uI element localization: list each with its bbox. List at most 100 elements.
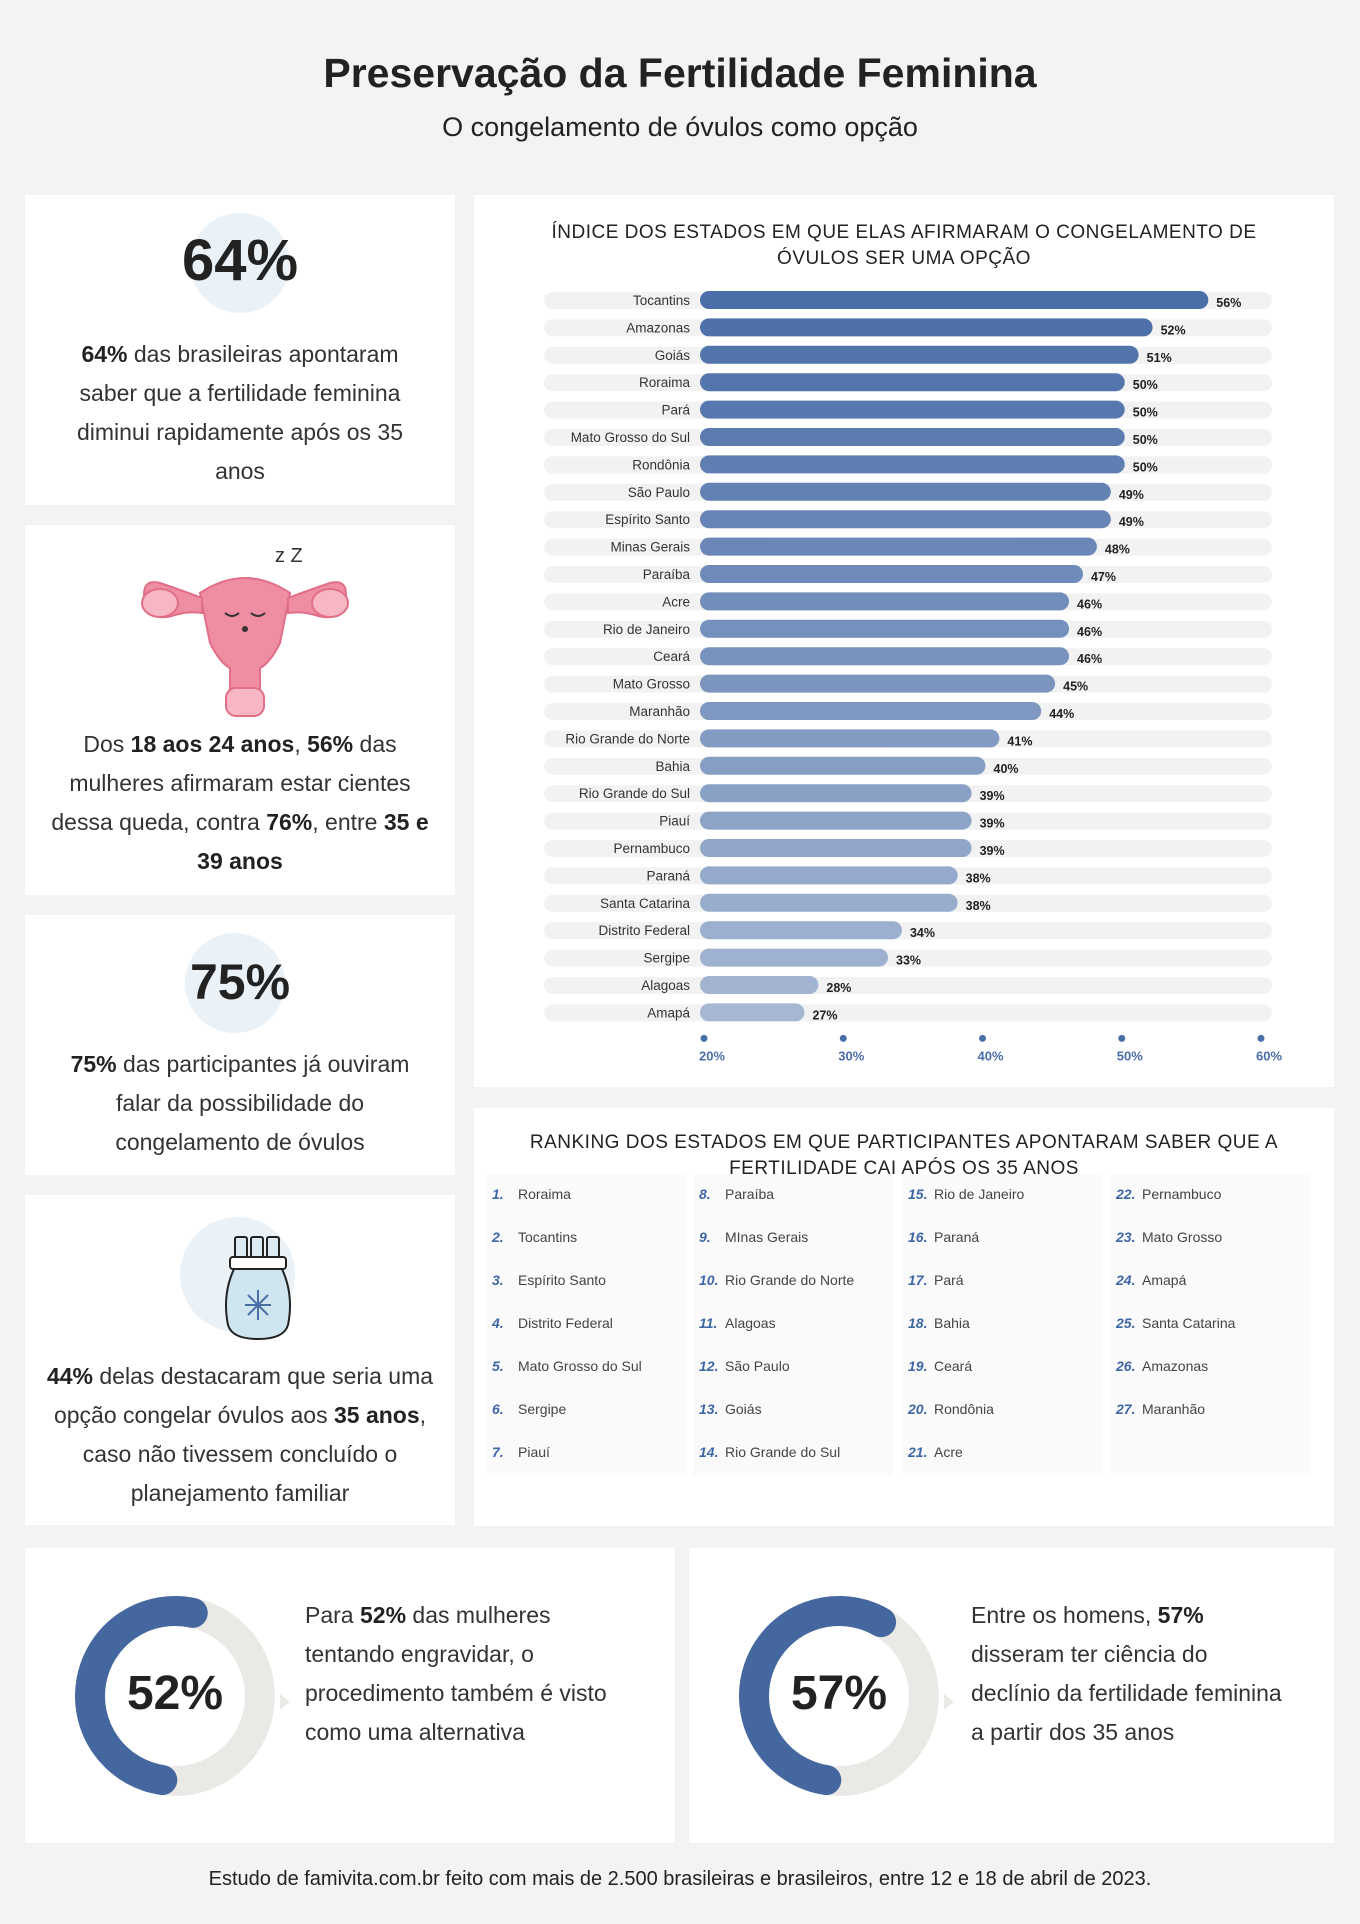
ranking-item: 3. Espírito Santo <box>492 1272 606 1288</box>
bar-value-label: 52% <box>1161 323 1186 337</box>
x-tick-label: 30% <box>838 1048 864 1063</box>
ranking-state: São Paulo <box>725 1358 790 1374</box>
bar-category-label: Amazonas <box>626 320 690 335</box>
ranking-item: 15. Rio de Janeiro <box>908 1186 1024 1202</box>
bar <box>700 948 889 967</box>
ranking-item: 12. São Paulo <box>699 1358 790 1374</box>
x-tick-dot <box>839 1034 847 1042</box>
donut-description: Para 52% das mulheres tentando engravida… <box>305 1596 635 1752</box>
ranking-item: 6. Sergipe <box>492 1401 566 1417</box>
stat-halo <box>185 933 285 1033</box>
ranking-state: Piauí <box>518 1444 550 1460</box>
ranking-state: Tocantins <box>518 1229 578 1245</box>
bar-category-label: São Paulo <box>628 485 690 500</box>
bar-value-label: 50% <box>1133 406 1158 420</box>
stat-card-age: z Z Dos 18 aos 24 anos, 56% das mulheres… <box>25 525 455 895</box>
bar <box>700 674 1056 693</box>
ranking-state: Bahia <box>934 1315 970 1331</box>
stat-text: das participantes já ouviram falar da po… <box>115 1051 410 1155</box>
ranking-item: 25. Santa Catarina <box>1116 1315 1235 1331</box>
ranking-state: Amapá <box>1142 1272 1187 1288</box>
ranking-number: 8. <box>699 1186 711 1202</box>
donut-arc <box>75 1596 208 1796</box>
bar-value-label: 33% <box>896 954 921 968</box>
ranking-number: 4. <box>492 1315 504 1331</box>
bar <box>700 537 1097 556</box>
ranking-number: 20. <box>908 1401 928 1417</box>
ranking-title: RANKING DOS ESTADOS EM QUE PARTICIPANTES… <box>529 1132 1279 1179</box>
ranking-number: 25. <box>1116 1315 1136 1331</box>
bar-category-label: Bahia <box>655 759 690 774</box>
ranking-item: 10. Rio Grande do Norte <box>699 1272 854 1288</box>
x-tick-label: 50% <box>1117 1048 1143 1063</box>
ranking-item: 22. Pernambuco <box>1116 1186 1221 1202</box>
stat-text: das mulheres afirmaram estar cientes des… <box>51 731 411 835</box>
ranking-number: 5. <box>492 1358 504 1374</box>
ranking-state: Espírito Santo <box>518 1272 606 1288</box>
stat-big-number: 64% <box>181 228 299 293</box>
ranking-number: 26. <box>1116 1358 1136 1374</box>
ranking-state: Maranhão <box>1142 1401 1206 1417</box>
ranking-number: 21. <box>908 1444 928 1460</box>
ranking-card: RANKING DOS ESTADOS EM QUE PARTICIPANTES… <box>474 1108 1334 1526</box>
bar-value-label: 47% <box>1091 570 1116 584</box>
stat-card-75: 75% 75% das participantes já ouviram fal… <box>25 915 455 1175</box>
stat-text: Dos <box>83 731 131 757</box>
ranking-number: 27. <box>1116 1401 1136 1417</box>
bar-category-label: Mato Grosso <box>613 677 690 692</box>
ranking-number: 19. <box>908 1358 928 1374</box>
ranking-item: 2. Tocantins <box>492 1229 577 1245</box>
ranking-state: Paraná <box>934 1229 980 1245</box>
bar-category-label: Maranhão <box>629 704 690 719</box>
bar-value-label: 50% <box>1133 378 1158 392</box>
bar-value-label: 44% <box>1049 707 1074 721</box>
ranking-item: 4. Distrito Federal <box>492 1315 613 1331</box>
bar-category-label: Pará <box>661 403 690 418</box>
donut-text: disseram ter ciência do declínio da fert… <box>971 1641 1282 1745</box>
stat-text: , caso não tivessem concluído o planejam… <box>82 1402 427 1506</box>
bar-category-label: Mato Grosso do Sul <box>571 430 690 445</box>
bar <box>700 373 1125 392</box>
bar <box>700 647 1070 666</box>
ranking-item: 9. MInas Gerais <box>699 1229 808 1245</box>
ranking-number: 15. <box>908 1186 928 1202</box>
bar-value-label: 41% <box>1007 734 1032 748</box>
stat-big-number: 75% <box>189 954 291 1010</box>
ranking-number: 10. <box>699 1272 719 1288</box>
sleep-icon: z Z <box>275 545 303 567</box>
state-bar-chart-card: ÍNDICE DOS ESTADOS EM QUE ELAS AFIRMARAM… <box>474 195 1334 1087</box>
ranking-state: Amazonas <box>1142 1358 1209 1374</box>
footer-note: Estudo de famivita.com.br feito com mais… <box>208 1868 1152 1890</box>
bar-value-label: 46% <box>1077 625 1102 639</box>
ranking-item: 16. Paraná <box>908 1229 979 1245</box>
ranking-number: 11. <box>699 1315 718 1331</box>
ranking-item: 18. Bahia <box>908 1315 970 1331</box>
ranking-number: 18. <box>908 1315 928 1331</box>
ranking-number: 14. <box>699 1444 719 1460</box>
stat-description: Dos 18 aos 24 anos, 56% das mulheres afi… <box>45 725 435 881</box>
ranking-item: 27. Maranhão <box>1116 1401 1205 1417</box>
bar-category-label: Espírito Santo <box>605 512 690 527</box>
bar-value-label: 46% <box>1077 652 1102 666</box>
bar <box>700 400 1125 419</box>
bar <box>700 291 1209 309</box>
ranking-state: Roraima <box>518 1186 571 1202</box>
bar-value-label: 39% <box>980 844 1005 858</box>
bar <box>700 1003 805 1022</box>
ranking-state: Rio de Janeiro <box>934 1186 1025 1202</box>
frozen-eggs-jar-icon <box>225 1236 291 1341</box>
stat-bold: 76% <box>266 809 313 835</box>
stat-description: 75% das participantes já ouviram falar d… <box>55 1045 425 1162</box>
bar <box>700 729 1000 748</box>
x-tick-label: 60% <box>1256 1048 1282 1063</box>
bar <box>700 619 1070 638</box>
bar-value-label: 49% <box>1119 488 1144 502</box>
ranking-item: 1. Roraima <box>492 1186 571 1202</box>
bar-category-label: Paraná <box>646 868 690 883</box>
bar-category-label: Ceará <box>653 649 690 664</box>
bar <box>700 893 958 912</box>
donut-card-52: 52% Para 52% das mulheres tentando engra… <box>25 1548 675 1843</box>
bar-value-label: 46% <box>1077 597 1102 611</box>
ranking-state: Sergipe <box>518 1401 567 1417</box>
bar-category-label: Acre <box>662 594 690 609</box>
